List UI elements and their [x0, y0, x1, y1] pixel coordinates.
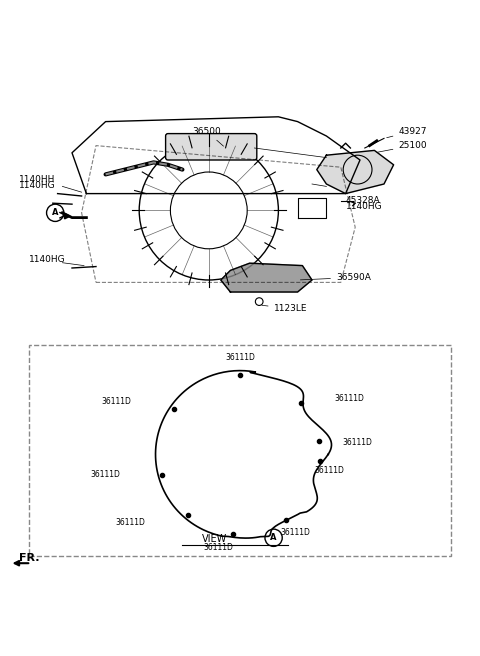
Polygon shape — [317, 150, 394, 194]
Text: 36111D: 36111D — [204, 543, 234, 552]
Text: A: A — [52, 209, 59, 217]
Text: 36111D: 36111D — [90, 470, 120, 480]
Text: 1140HG: 1140HG — [19, 181, 56, 190]
Text: 36111D: 36111D — [343, 438, 372, 447]
FancyBboxPatch shape — [29, 345, 451, 556]
Text: FR.: FR. — [19, 553, 40, 563]
Text: 1123LE: 1123LE — [262, 304, 307, 313]
Text: 36111D: 36111D — [225, 354, 255, 363]
Text: 1140HG: 1140HG — [346, 202, 382, 211]
Text: 36111D: 36111D — [314, 466, 345, 476]
Text: 36500: 36500 — [192, 127, 224, 146]
Text: VIEW: VIEW — [202, 533, 227, 544]
Text: 43927: 43927 — [387, 127, 427, 138]
FancyBboxPatch shape — [166, 134, 257, 160]
Text: 36111D: 36111D — [116, 518, 146, 527]
Text: A: A — [270, 533, 277, 543]
Text: 25100: 25100 — [377, 141, 427, 152]
Polygon shape — [221, 263, 312, 292]
Text: 1140HH: 1140HH — [19, 174, 56, 184]
Text: 1140HG: 1140HG — [29, 255, 65, 264]
Text: 45328A: 45328A — [346, 196, 380, 205]
Text: 36111D: 36111D — [281, 529, 311, 537]
Text: 36590A: 36590A — [300, 273, 371, 282]
Text: 36111D: 36111D — [335, 394, 364, 403]
Text: 36111D: 36111D — [102, 397, 132, 406]
